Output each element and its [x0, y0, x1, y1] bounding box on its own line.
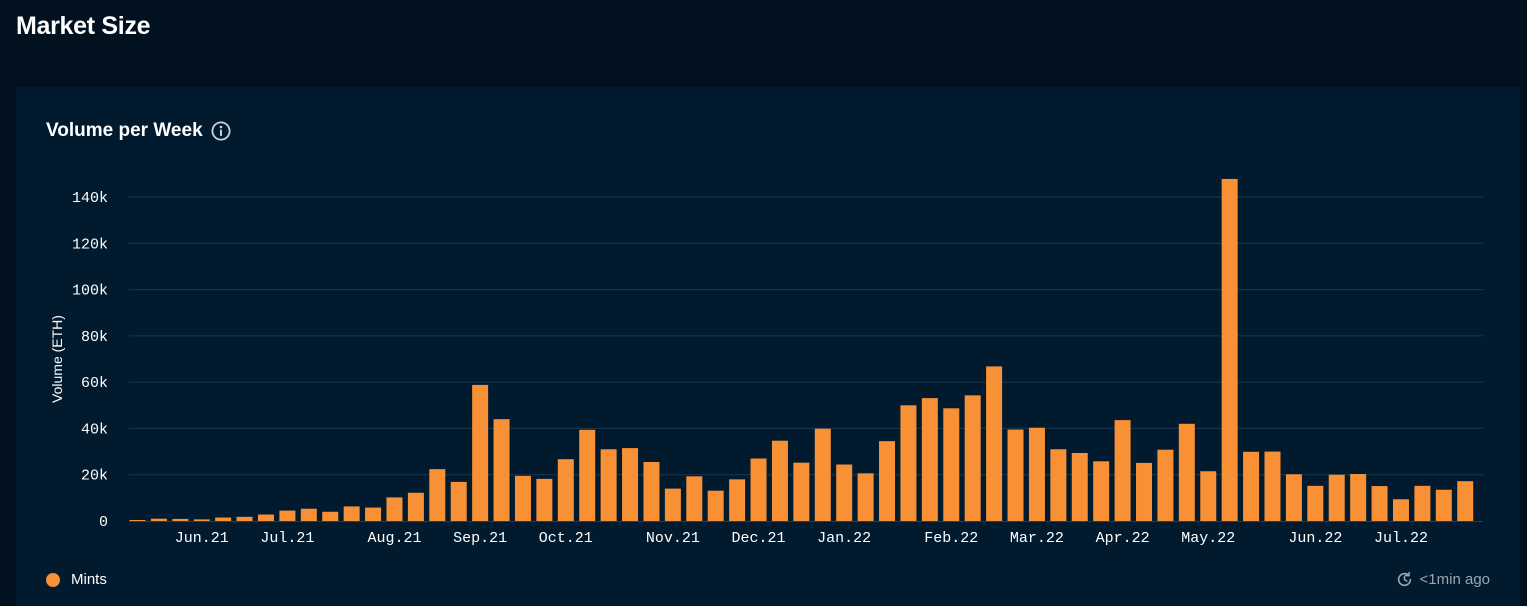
bar [622, 448, 639, 521]
bar [1200, 471, 1217, 521]
bar [1457, 481, 1474, 521]
bar [686, 476, 703, 521]
bar [964, 395, 981, 521]
bar [1435, 489, 1452, 521]
info-icon[interactable] [211, 121, 231, 141]
y-tick-label: 80k [81, 329, 108, 346]
bar-chart: 0 20k 40k 60k 80k 100k 120k 140k Jun.21 Jul.21 Aug… [49, 178, 1483, 547]
bar [193, 519, 210, 521]
bar [900, 405, 917, 521]
bar [557, 459, 574, 521]
bar [257, 514, 274, 521]
bar [472, 384, 489, 521]
volume-chart-card: Volume per Week 0 20k 40k 60k 80k 100k 120k 140… [16, 87, 1520, 606]
x-tick-label: Jul.21 [260, 530, 314, 547]
bar [429, 469, 446, 521]
bar [1114, 420, 1131, 521]
bar [836, 464, 853, 521]
legend-label-mints: Mints [71, 571, 107, 588]
bar [943, 408, 960, 521]
bar [129, 520, 146, 521]
bar [793, 462, 810, 521]
x-tick-label: May.22 [1181, 530, 1235, 547]
y-tick-label: 40k [81, 421, 108, 438]
bar [857, 473, 874, 521]
last-updated: <1min ago [1396, 571, 1490, 588]
x-tick-label: Aug.21 [367, 530, 421, 547]
x-tick-label: Apr.22 [1096, 530, 1150, 547]
bar [279, 510, 296, 521]
bar [1307, 485, 1324, 521]
x-tick-label: Sep.21 [453, 530, 507, 547]
page-title: Market Size [16, 12, 151, 40]
bar [450, 481, 467, 521]
x-tick-label: Nov.21 [646, 530, 700, 547]
x-tick-label: Jul.22 [1374, 530, 1428, 547]
legend-swatch-mints [46, 572, 60, 587]
bar [215, 517, 232, 521]
bar [172, 518, 189, 521]
y-tick-label: 20k [81, 468, 108, 485]
bar [536, 478, 553, 521]
bar [407, 492, 424, 521]
x-tick-label: Dec.21 [732, 530, 786, 547]
bar [1264, 451, 1281, 521]
y-tick-label: 120k [72, 236, 108, 253]
bar [300, 508, 317, 521]
last-updated-text: <1min ago [1419, 571, 1490, 588]
bar [664, 488, 681, 521]
bar [1371, 486, 1388, 521]
bar [493, 419, 510, 521]
bar [1414, 485, 1431, 521]
bar [986, 366, 1003, 521]
y-tick-label: 60k [81, 375, 108, 392]
bar [1136, 462, 1153, 521]
legend[interactable]: Mints [46, 571, 107, 588]
y-tick-label: 100k [72, 283, 108, 300]
y-tick-label: 140k [72, 190, 108, 207]
bar [879, 441, 896, 521]
x-tick-label: Mar.22 [1010, 530, 1064, 547]
bar [1007, 429, 1024, 521]
bar [600, 449, 617, 521]
bar [386, 497, 403, 521]
bar [365, 507, 382, 521]
bar [1071, 452, 1088, 521]
bar [1350, 474, 1367, 521]
bar [921, 398, 938, 521]
bar [1157, 449, 1174, 521]
chart-title: Volume per Week [46, 120, 203, 141]
bar [1028, 427, 1045, 521]
bar [514, 475, 531, 521]
bar [729, 479, 746, 521]
x-tick-label: Jun.21 [175, 530, 229, 547]
bar [579, 429, 596, 521]
bar [1178, 423, 1195, 521]
bar [814, 428, 831, 521]
bar [236, 516, 253, 521]
bar [771, 440, 788, 521]
x-tick-label: Feb.22 [924, 530, 978, 547]
x-tick-label: Jan.22 [817, 530, 871, 547]
bar [343, 506, 360, 521]
bar [643, 461, 660, 521]
y-tick-label: 0 [99, 514, 108, 531]
bar [1285, 474, 1302, 521]
bar [707, 490, 724, 521]
bar [1221, 178, 1238, 521]
card-header: Volume per Week [46, 120, 231, 142]
y-axis-title: Volume (ETH) [49, 315, 65, 403]
bar [1093, 461, 1110, 521]
bar [322, 511, 339, 521]
x-tick-label: Jun.22 [1288, 530, 1342, 547]
bar [150, 518, 167, 521]
refresh-clock-icon[interactable] [1396, 571, 1413, 588]
bar [750, 458, 767, 521]
x-tick-label: Oct.21 [539, 530, 593, 547]
bar [1050, 449, 1067, 521]
bar [1243, 451, 1260, 521]
bar [1328, 474, 1345, 521]
bar [1392, 499, 1409, 521]
